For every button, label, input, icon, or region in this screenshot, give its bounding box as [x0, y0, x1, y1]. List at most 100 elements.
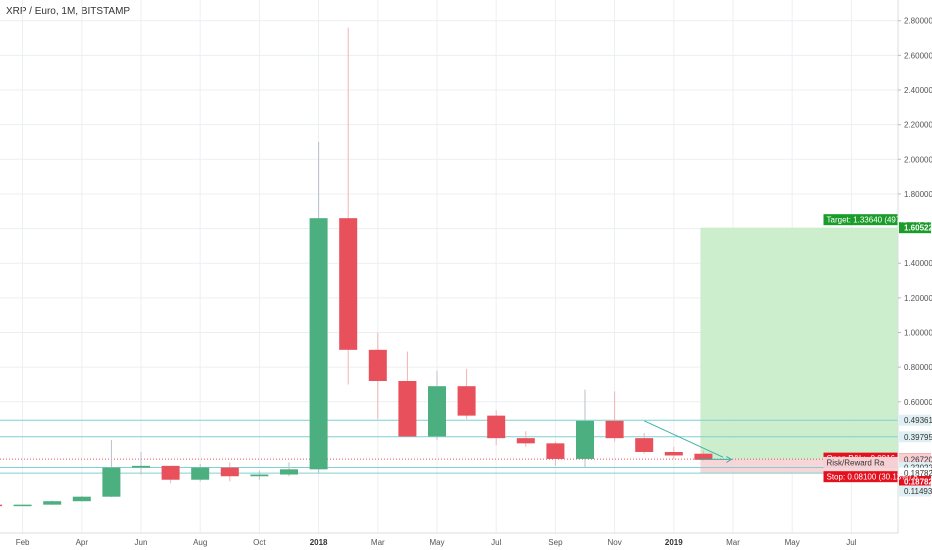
- target-label-bg: [823, 214, 898, 226]
- candle: [309, 141, 328, 473]
- candle: [428, 370, 446, 440]
- candle-body: [487, 415, 506, 439]
- time-tick-label: Jul: [846, 538, 856, 547]
- price-tag-text: 0.39795: [904, 433, 932, 442]
- price-tag-bg: [899, 475, 931, 487]
- candle: [250, 471, 269, 480]
- price-tag: 1.60522: [899, 222, 932, 234]
- candle: [664, 446, 683, 459]
- trend-arrow: [643, 420, 733, 463]
- candle: [576, 389, 594, 468]
- candle: [0, 504, 2, 507]
- price-tag-text: 0.18782: [904, 477, 932, 486]
- price-tag-bg: [899, 414, 931, 426]
- candle: [161, 465, 180, 484]
- time-tick-label: 2018: [310, 538, 328, 547]
- price-tags: 1.605220.493610.397950.268820.267200.220…: [899, 222, 932, 497]
- price-tag-bg: [899, 467, 931, 479]
- candle: [280, 462, 298, 477]
- candle-body: [161, 465, 180, 480]
- price-tag: 0.39795: [899, 431, 932, 443]
- position-labels: Target: 1.33640 (497.14%) 13Open P&L: -0…: [823, 214, 932, 483]
- time-tick-label: May: [429, 538, 444, 547]
- price-tag-text: 1.60522: [904, 224, 932, 233]
- candle-body: [635, 438, 654, 453]
- candle-body: [13, 504, 32, 507]
- price-tick-label: 0.80000: [904, 363, 932, 372]
- price-tag: 0.49361: [899, 414, 932, 426]
- time-tick-label: Mar: [726, 538, 740, 547]
- target-label: Target: 1.33640 (497.14%) 13: [823, 214, 932, 226]
- time-tick-label: May: [785, 538, 800, 547]
- target-zone: [700, 227, 898, 460]
- candle-body: [664, 452, 683, 456]
- candle: [43, 500, 62, 505]
- candle-body: [368, 349, 387, 381]
- candle-body: [428, 386, 446, 437]
- price-tag-text: 0.18782: [904, 469, 932, 478]
- price-tick-label: 2.00000: [904, 155, 932, 164]
- candle-body: [694, 453, 713, 460]
- time-tick-label: Jun: [135, 538, 148, 547]
- candle: [102, 439, 121, 498]
- candle: [339, 27, 358, 385]
- candle: [132, 452, 150, 475]
- price-tick-label: 2.40000: [904, 86, 932, 95]
- price-tag: 0.18782: [899, 467, 932, 479]
- price-tag-bg: [899, 462, 931, 474]
- candle-body: [457, 386, 476, 416]
- candle-body: [605, 420, 624, 439]
- price-tick-label: 0.60000: [904, 398, 932, 407]
- candle-body: [132, 465, 150, 468]
- price-tag: 0.18782: [899, 475, 932, 487]
- risk-reward-label-bg: [823, 456, 898, 468]
- price-tag: 0.26720: [899, 453, 932, 465]
- candle-body: [546, 443, 565, 459]
- price-axis: 2.80000 2.60000 2.40000 2.20000 2.00000 1.800…: [898, 17, 932, 407]
- candle: [605, 391, 624, 442]
- stop-label-bg: [823, 471, 898, 483]
- candle: [516, 431, 535, 447]
- price-tick-label: 2.60000: [904, 51, 932, 60]
- trend-arrow-line: [643, 420, 724, 458]
- time-tick-label: Sep: [548, 538, 563, 547]
- candle-body: [280, 469, 298, 475]
- price-tick-label: 1.00000: [904, 329, 932, 338]
- candle: [487, 410, 506, 446]
- candle: [220, 462, 239, 482]
- candle-body: [72, 496, 91, 502]
- candle-body: [516, 438, 535, 444]
- time-tick-label: 2019: [665, 538, 683, 547]
- candle-body: [576, 420, 594, 459]
- candle: [368, 332, 387, 420]
- price-tick-label: 1.20000: [904, 294, 932, 303]
- time-tick-label: Aug: [193, 538, 207, 547]
- price-tag-text: 0.49361: [904, 416, 932, 425]
- price-tick-label: 2.20000: [904, 121, 932, 130]
- candles: [0, 27, 713, 507]
- price-tag: 0.11493: [899, 485, 932, 497]
- candle-body: [43, 501, 62, 505]
- candle: [398, 351, 417, 437]
- entry-arrow-head: [726, 455, 733, 463]
- time-tick-label: Nov: [607, 538, 621, 547]
- chart-title: XRP / Euro, 1M, BITSTAMP: [6, 6, 131, 17]
- horizontal-levels: [0, 419, 898, 474]
- price-tag-text: 0.26720: [904, 455, 932, 464]
- risk-reward-label: Risk/Reward Ra: [823, 456, 898, 468]
- candle-body: [0, 504, 2, 507]
- price-tick-label: 1.80000: [904, 190, 932, 199]
- time-tick-label: Jul: [491, 538, 501, 547]
- candle: [13, 504, 32, 507]
- price-tag-bg: [899, 222, 931, 234]
- price-tick-label: 1.40000: [904, 259, 932, 268]
- candle-body: [398, 380, 417, 437]
- candle-body: [250, 474, 269, 477]
- stop-label-text: Stop: 0.08100 (30.13%) 8: [827, 473, 919, 482]
- stop-label: Stop: 0.08100 (30.13%) 8: [823, 471, 919, 483]
- candle-body: [191, 467, 210, 480]
- time-tick-label: Feb: [16, 538, 30, 547]
- candle: [72, 496, 91, 502]
- candle: [191, 464, 210, 482]
